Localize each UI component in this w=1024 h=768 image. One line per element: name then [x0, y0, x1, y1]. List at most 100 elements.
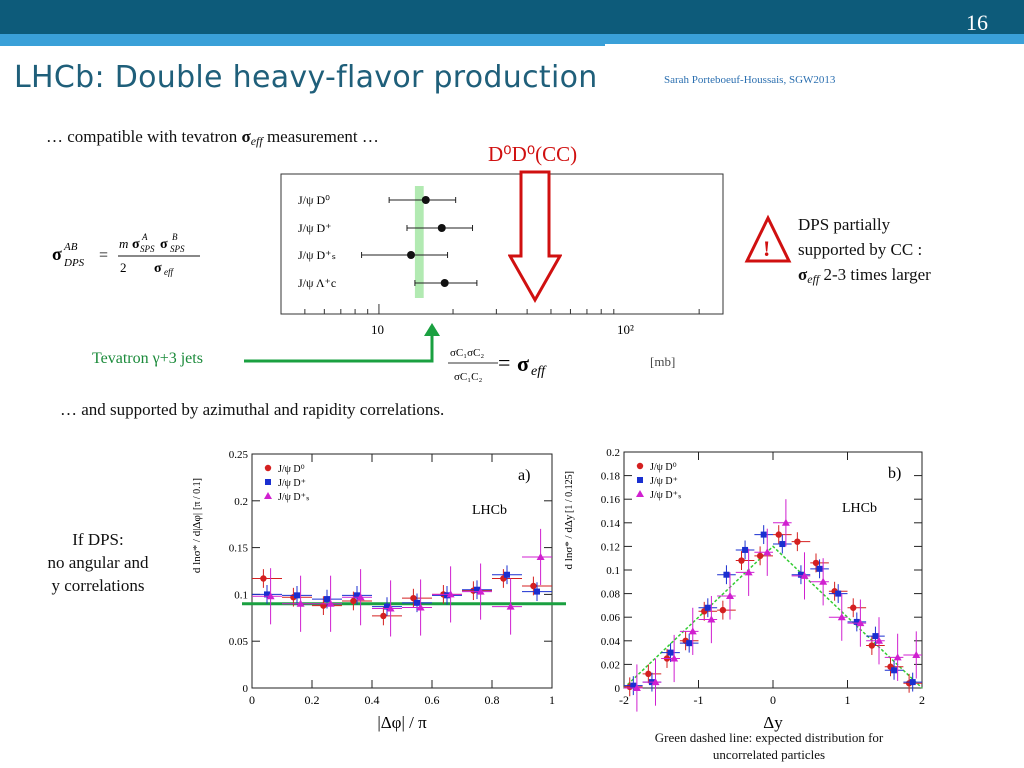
- sigma-category-label: J/ψ D⁰: [298, 193, 330, 207]
- x-tick-label: 1: [549, 693, 555, 707]
- tevatron-arrow-head: [424, 323, 440, 336]
- formula-den-sub: eff: [164, 267, 174, 277]
- data-point-dplus: [760, 531, 767, 538]
- y-tick-label: 0.05: [229, 636, 249, 648]
- data-point-dplus: [354, 592, 360, 599]
- ratio-sub: eff: [531, 364, 547, 379]
- data-point-dplus: [779, 541, 786, 548]
- legend-marker: [265, 479, 271, 485]
- d0d0-label: D⁰D⁰(CC): [488, 142, 578, 166]
- plot-a-dphi: 0 0.05 0.1 0.15 0.2 0.25 0 0.2 0.4 0.6 0.8 1 J/ψ D⁰ J…: [191, 449, 566, 732]
- y-tick-label: 0.12: [601, 541, 620, 553]
- y-axis-label: d lnσ* / dΔy: [563, 514, 575, 569]
- azimuthal-text: … and supported by azimuthal and rapidit…: [60, 400, 445, 419]
- data-point-ds: [856, 619, 865, 627]
- data-point-d0: [850, 604, 857, 611]
- y-axis-label: d lnσ* / d|Δφ|: [191, 513, 203, 573]
- data-point-ds: [688, 627, 697, 635]
- data-point-ds: [296, 599, 305, 607]
- y-axis-unit: [π / 0.1]: [192, 478, 203, 510]
- data-point-dplus: [686, 640, 693, 647]
- ratio-equals: =: [498, 350, 510, 375]
- dps-note-sub: eff: [807, 272, 820, 286]
- data-point-ds: [875, 636, 884, 644]
- formula-den-2: 2: [120, 260, 127, 275]
- header-bar: [0, 0, 1024, 48]
- data-point-ds: [476, 587, 485, 595]
- header-white-notch: [605, 44, 1024, 48]
- data-point-dplus: [891, 667, 898, 674]
- ratio-unit: [mb]: [650, 354, 675, 369]
- legend-label: J/ψ D⁺ₛ: [650, 490, 682, 501]
- dps-note-tail: 2-3 times larger: [823, 265, 931, 284]
- y-tick-label: 0.2: [234, 496, 248, 508]
- data-point-ds: [670, 654, 679, 662]
- data-point-dplus: [742, 546, 749, 553]
- x-axis-label: |Δφ| / π: [377, 713, 427, 732]
- data-point-d0: [645, 670, 652, 678]
- formula-den-sigma: σ: [154, 261, 162, 276]
- data-point-d0: [738, 557, 745, 564]
- plot-b-dy: 0 0.02 0.04 0.06 0.08 0.1 0.12 0.14 0.16 0.18 0.2 -…: [563, 447, 925, 732]
- data-point-d0: [756, 552, 764, 560]
- legend-marker: [264, 492, 272, 499]
- if-dps-line2: no angular and: [47, 553, 149, 572]
- formula-num-m: m: [119, 236, 128, 251]
- if-dps-line3: y correlations: [51, 576, 145, 595]
- header-band-dark: [0, 0, 1024, 34]
- sigma-x-tick-label: 10²: [617, 322, 634, 337]
- x-tick-label: 2: [919, 693, 925, 707]
- data-point-dplus: [534, 588, 540, 595]
- data-point-d0: [812, 559, 820, 567]
- data-point-dplus: [324, 596, 330, 603]
- data-point-d0: [794, 538, 801, 545]
- data-point-d0: [260, 575, 267, 582]
- plot-frame: [251, 453, 553, 689]
- formula-num-sigma2: σ: [160, 237, 168, 252]
- experiment-label: LHCb: [842, 501, 877, 516]
- sigma-point: [440, 279, 449, 287]
- legend-label: J/ψ D⁺ₛ: [278, 492, 310, 503]
- data-point-ds: [536, 552, 545, 560]
- slide-title: LHCb: Double heavy-flavor production: [14, 60, 598, 95]
- data-point-ds: [912, 650, 921, 658]
- panel-label: b): [888, 465, 901, 482]
- data-point-d0: [775, 531, 782, 538]
- ratio-den: σC₁C₂: [454, 371, 482, 383]
- sigma-x-tick-label: 10: [371, 322, 384, 337]
- y-tick-label: 0.08: [601, 589, 621, 601]
- legend-marker: [636, 462, 644, 470]
- dps-note-line3: σeff 2-3 times larger: [798, 262, 931, 289]
- formula-num-sub2: SPS: [170, 244, 185, 254]
- data-point-d0: [350, 597, 357, 605]
- sigma-point: [407, 251, 416, 259]
- y-tick-label: 0.15: [229, 543, 249, 555]
- data-point-dplus: [630, 682, 637, 689]
- y-tick-label: 0.06: [601, 612, 621, 624]
- x-tick-label: 0.8: [485, 693, 500, 707]
- data-point-dplus: [835, 590, 842, 597]
- sigma-eff-chart: J/ψ D⁰J/ψ D⁺J/ψ D⁺ₛJ/ψ Λ⁺c 10 10² σC₁σC₂ …: [280, 173, 724, 383]
- compat-text: … compatible with tevatron σeff measurem…: [46, 127, 379, 148]
- data-point-ds: [632, 684, 641, 691]
- panel-label: a): [518, 467, 530, 484]
- x-tick-label: 0: [770, 693, 776, 707]
- sigma-category-label: J/ψ Λ⁺c: [298, 276, 336, 290]
- data-point-d0: [719, 606, 727, 614]
- data-point-ds: [893, 653, 902, 661]
- legend-marker: [264, 464, 272, 472]
- data-point-ds: [744, 568, 753, 576]
- data-point-ds: [800, 571, 809, 579]
- y-tick-label: 0.1: [606, 565, 620, 577]
- data-point-dplus: [872, 633, 879, 640]
- arrow-shape: [508, 170, 562, 304]
- sigma-category-label: J/ψ D⁺: [298, 221, 332, 235]
- page-number: 16: [966, 10, 988, 35]
- data-point-d0: [530, 582, 537, 590]
- y-tick-label: 0.02: [601, 659, 620, 671]
- data-point-ds: [326, 599, 335, 607]
- dps-note: DPS partially supported by CC : σeff 2-3…: [798, 212, 931, 289]
- formula-lhs-sigma: σ: [52, 244, 62, 264]
- data-point-dplus: [704, 604, 711, 611]
- red-down-arrow: [508, 170, 562, 304]
